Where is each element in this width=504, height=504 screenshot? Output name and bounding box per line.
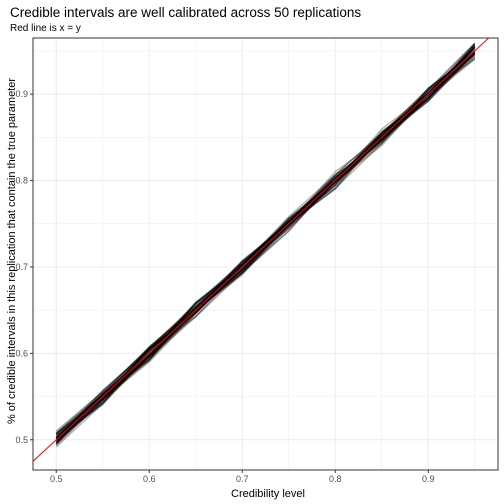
replication-line <box>55 43 476 443</box>
replication-line <box>55 57 476 445</box>
replication-line <box>55 44 476 432</box>
replication-line <box>55 52 476 436</box>
replication-line <box>55 56 476 441</box>
replication-line <box>55 58 476 439</box>
replication-line <box>55 45 476 437</box>
reference-line <box>33 38 490 462</box>
replication-line <box>55 50 476 443</box>
y-tick-label: 0.8 <box>15 176 28 186</box>
replication-line <box>55 46 476 434</box>
replication-line <box>55 50 476 446</box>
replication-line <box>55 48 476 443</box>
x-tick-label: 0.7 <box>236 474 249 484</box>
replication-line <box>55 53 476 436</box>
replication-line <box>55 52 476 441</box>
replication-line <box>55 51 476 444</box>
x-tick-label: 0.8 <box>329 474 342 484</box>
replication-line <box>55 46 476 444</box>
axes: 0.5 0.6 0.7 0.8 0.9 0.5 0.6 0.7 0.8 0.9 <box>15 37 499 484</box>
replication-line <box>55 42 476 435</box>
x-tick-label: 0.6 <box>143 474 156 484</box>
replication-line <box>55 58 476 438</box>
replication-line <box>55 46 476 435</box>
replication-line <box>55 51 476 439</box>
plot-area <box>33 38 498 470</box>
chart-title: Credible intervals are well calibrated a… <box>10 5 361 20</box>
chart-subtitle: Red line is x = y <box>10 23 81 34</box>
replication-line <box>55 52 476 443</box>
replication-line <box>55 44 476 440</box>
y-tick-label: 0.7 <box>15 262 28 272</box>
y-tick-label: 0.9 <box>15 89 28 99</box>
replication-line <box>55 53 476 440</box>
replication-line <box>55 52 476 446</box>
y-tick-label: 0.6 <box>15 348 28 358</box>
panel-border <box>32 37 499 471</box>
replication-line <box>55 46 476 442</box>
replication-line <box>55 52 476 443</box>
replication-line <box>55 52 476 435</box>
x-tick-label: 0.5 <box>50 474 63 484</box>
replication-line <box>55 52 476 439</box>
replication-line <box>55 54 476 439</box>
y-axis-label: % of credible intervals in this replicat… <box>6 78 18 424</box>
x-tick-label: 0.9 <box>422 474 435 484</box>
replication-line <box>55 50 476 445</box>
replication-line <box>55 43 476 441</box>
replication-line <box>55 53 476 439</box>
y-tick-label: 0.5 <box>15 435 28 445</box>
x-axis-label: Credibility level <box>231 488 305 500</box>
